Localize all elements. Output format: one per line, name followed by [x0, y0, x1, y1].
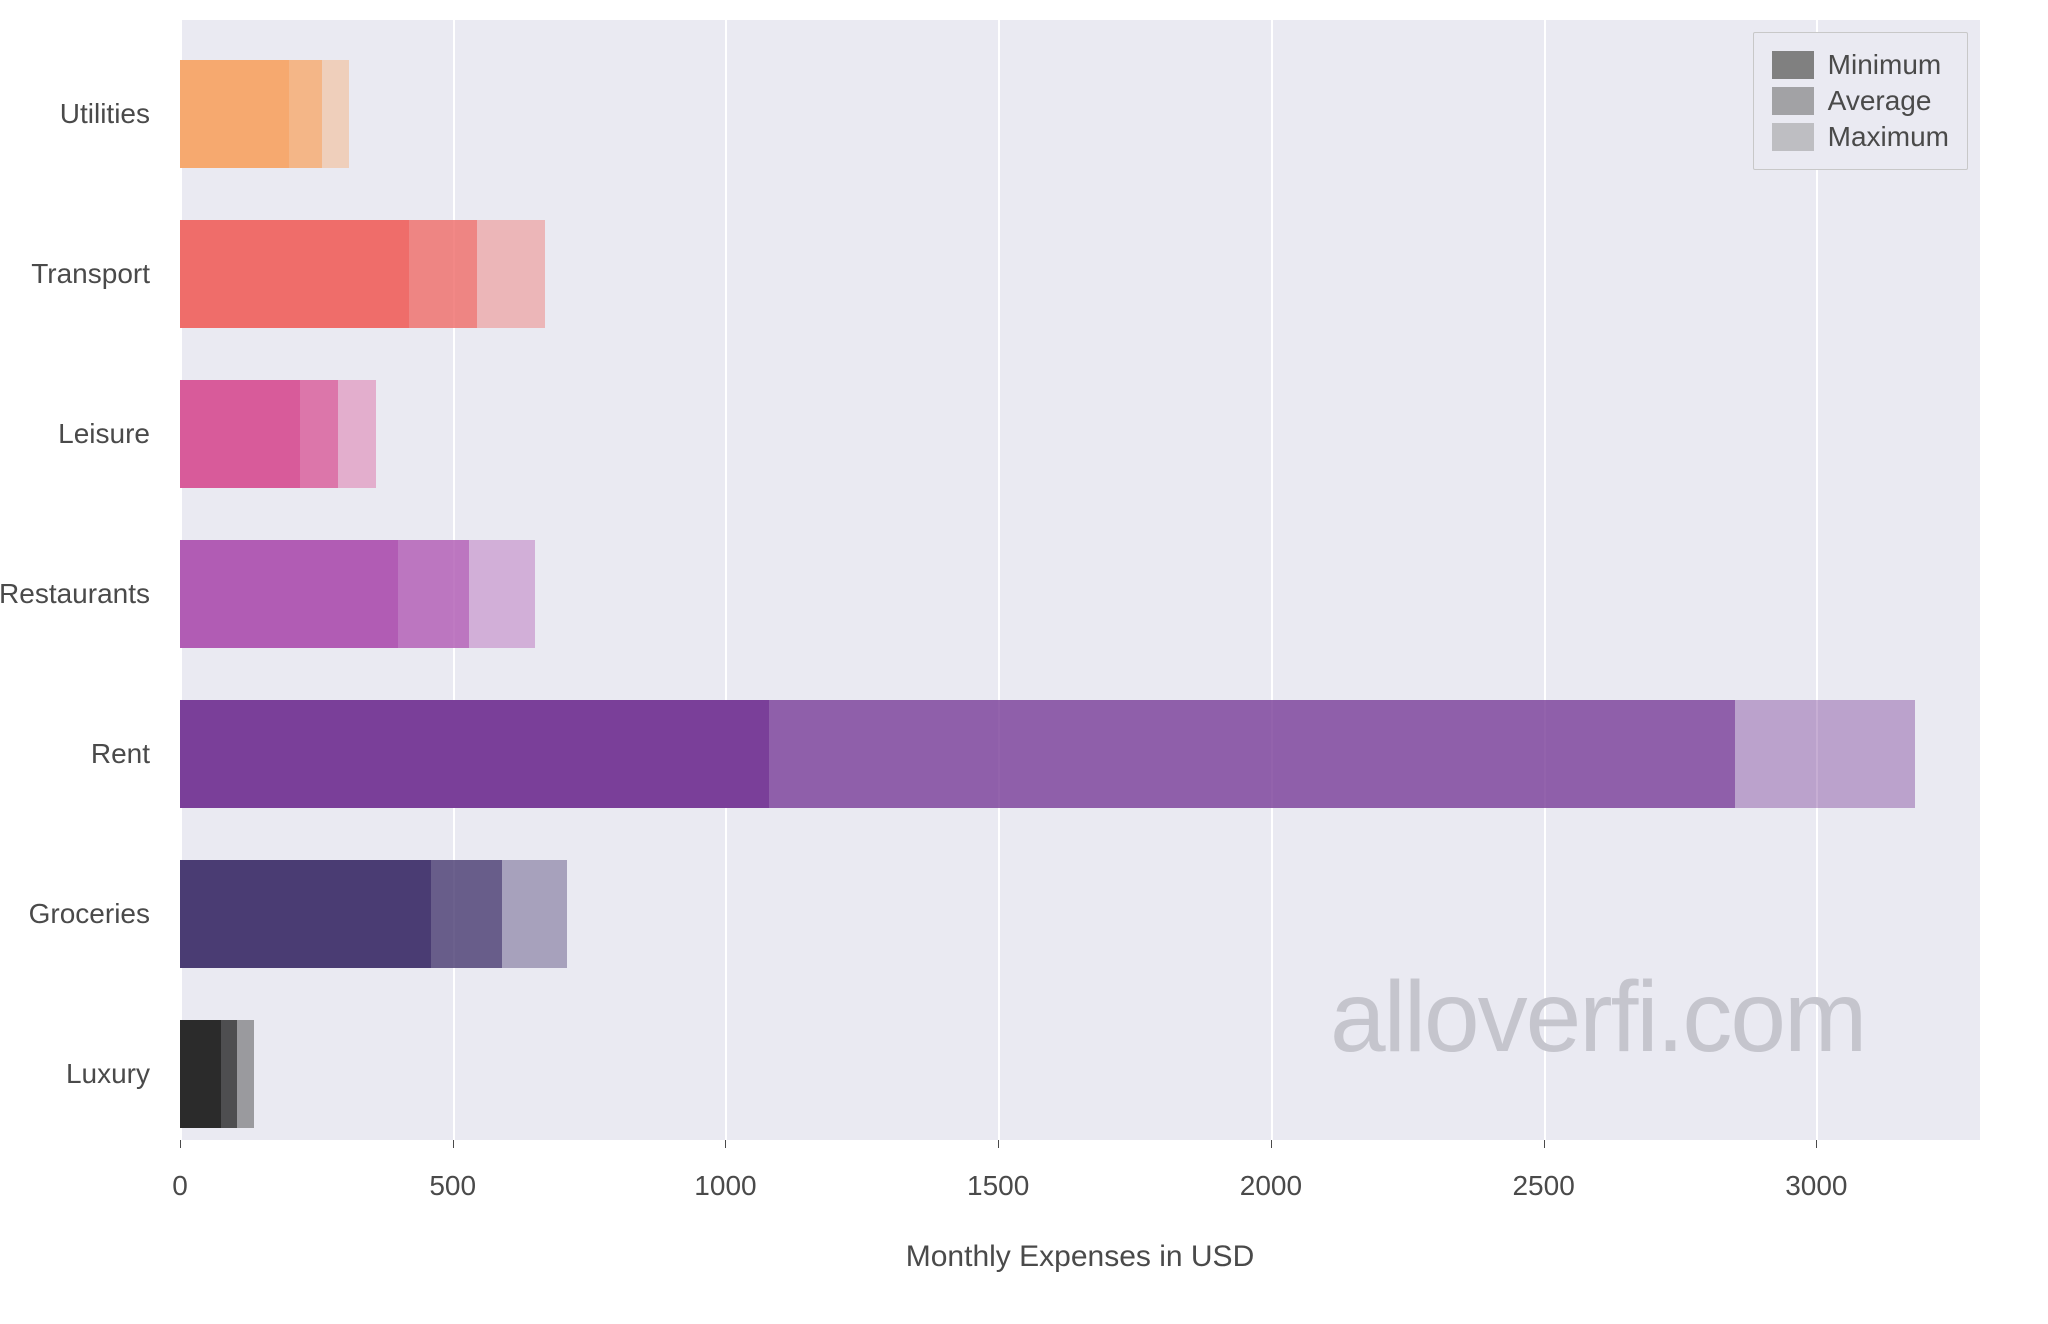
y-tick-label: Transport: [0, 258, 150, 290]
watermark: alloverfi.com: [1330, 960, 1865, 1075]
x-tick-mark: [1544, 1140, 1545, 1148]
y-tick-label: Restaurants: [0, 578, 150, 610]
x-tick-mark: [998, 1140, 999, 1148]
legend-label: Average: [1828, 85, 1932, 117]
legend-label: Maximum: [1828, 121, 1949, 153]
x-tick-label: 1000: [694, 1170, 756, 1202]
x-tick-mark: [453, 1140, 454, 1148]
bar-row: [180, 540, 1980, 648]
bar-min: [180, 60, 289, 168]
x-tick-label: 0: [172, 1170, 188, 1202]
legend-item-maximum: Maximum: [1772, 121, 1949, 153]
x-tick-label: 500: [429, 1170, 476, 1202]
bar-row: [180, 860, 1980, 968]
bar-row: [180, 700, 1980, 808]
bar-min: [180, 540, 398, 648]
bar-row: [180, 380, 1980, 488]
bar-min: [180, 700, 769, 808]
legend-label: Minimum: [1828, 49, 1942, 81]
y-tick-label: Groceries: [0, 898, 150, 930]
x-axis-label: Monthly Expenses in USD: [906, 1240, 1255, 1274]
x-tick-mark: [725, 1140, 726, 1148]
x-tick-label: 3000: [1785, 1170, 1847, 1202]
bar-row: [180, 60, 1980, 168]
y-tick-label: Luxury: [0, 1058, 150, 1090]
legend-item-minimum: Minimum: [1772, 49, 1949, 81]
x-tick-label: 2500: [1512, 1170, 1574, 1202]
x-tick-mark: [1271, 1140, 1272, 1148]
bar-min: [180, 1020, 221, 1128]
x-tick-mark: [180, 1140, 181, 1148]
legend-swatch: [1772, 87, 1814, 115]
y-tick-label: Utilities: [0, 98, 150, 130]
legend: Minimum Average Maximum: [1753, 32, 1968, 170]
bar-min: [180, 220, 409, 328]
bar-row: [180, 220, 1980, 328]
x-tick-label: 2000: [1240, 1170, 1302, 1202]
x-tick-label: 1500: [967, 1170, 1029, 1202]
legend-swatch: [1772, 123, 1814, 151]
plot-area: alloverfi.com Minimum Average Maximum: [180, 20, 1980, 1140]
bar-min: [180, 380, 300, 488]
x-tick-mark: [1816, 1140, 1817, 1148]
expenses-chart: alloverfi.com Minimum Average Maximum Ut…: [180, 20, 1980, 1220]
bar-min: [180, 860, 431, 968]
legend-swatch: [1772, 51, 1814, 79]
legend-item-average: Average: [1772, 85, 1949, 117]
y-tick-label: Leisure: [0, 418, 150, 450]
y-tick-label: Rent: [0, 738, 150, 770]
